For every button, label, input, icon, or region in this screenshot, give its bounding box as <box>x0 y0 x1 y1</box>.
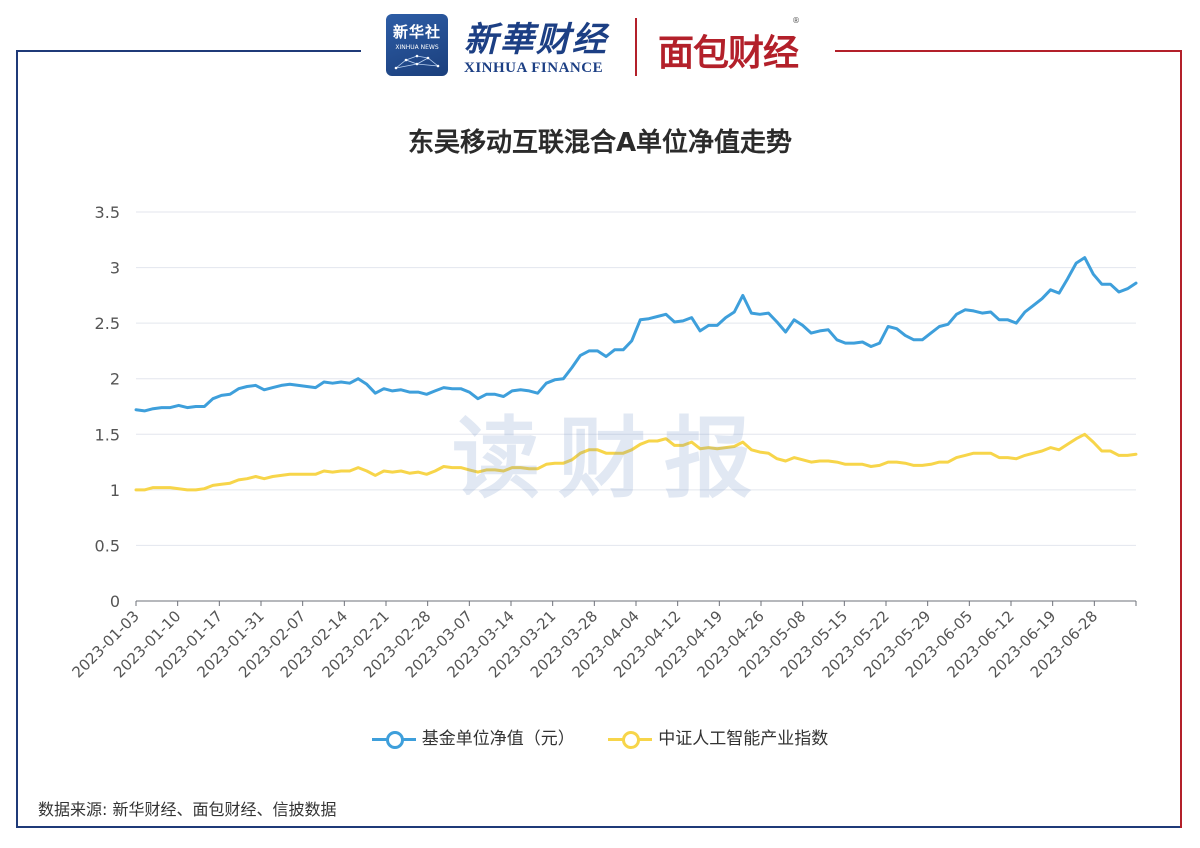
legend-item-index[interactable]: 中证人工智能产业指数 <box>608 724 828 749</box>
y-tick-label: 1 <box>110 481 120 500</box>
watermark: 读财报 <box>452 407 771 510</box>
y-tick-label: 3.5 <box>95 203 120 222</box>
frame-left-line <box>16 50 18 828</box>
y-tick-label: 1.5 <box>95 425 120 444</box>
legend-swatch-index <box>608 730 653 749</box>
y-tick-label: 2 <box>110 370 120 389</box>
chart-legend: 基金单位净值（元） 中证人工智能产业指数 <box>0 724 1200 749</box>
legend-swatch-fund <box>371 730 416 749</box>
source-note: 数据来源: 新华财经、面包财经、信披数据 <box>38 800 337 819</box>
header-logos: 新华社 XINHUA NEWS 新華财经 XINHUA FINANCE 面包财经… <box>380 10 820 82</box>
frame-top-left-line <box>16 50 361 52</box>
y-tick-label: 0 <box>110 592 120 611</box>
y-tick-label: 3 <box>110 259 120 278</box>
y-axis: 0 0.5 1 1.5 2 2.5 3 3.5 <box>95 203 120 611</box>
legend-label-index: 中证人工智能产业指数 <box>658 729 829 749</box>
mianbao-finance-logo: 面包财经 <box>658 33 799 74</box>
series-lines <box>134 256 1138 492</box>
xinhua-badge-cn: 新华社 <box>392 23 441 41</box>
logo-divider <box>635 18 637 76</box>
frame-right-line <box>1180 50 1182 828</box>
network-globe-icon <box>394 54 440 70</box>
x-axis: 2023-01-032023-01-102023-01-172023-01-31… <box>68 600 1137 681</box>
legend-label-fund: 基金单位净值（元） <box>421 729 575 749</box>
xinhua-finance-logo-en: XINHUA FINANCE <box>464 60 604 76</box>
xinhua-news-logo: 新华社 XINHUA NEWS <box>386 14 448 76</box>
xinhua-finance-logo-cn: 新華财经 <box>464 20 608 60</box>
series-line-fund <box>134 256 1138 413</box>
y-tick-label: 2.5 <box>95 314 120 333</box>
chart-title: 东吴移动互联混合A单位净值走势 <box>407 128 793 158</box>
frame-bottom-line <box>16 826 1182 828</box>
registered-mark: ® <box>792 16 800 25</box>
y-tick-label: 0.5 <box>95 536 120 555</box>
series-line-index <box>134 432 1138 492</box>
frame-top-right-line <box>835 50 1182 52</box>
xinhua-badge-en: XINHUA NEWS <box>395 44 439 51</box>
legend-item-fund[interactable]: 基金单位净值（元） <box>371 724 575 749</box>
grid-lines <box>136 211 1136 602</box>
